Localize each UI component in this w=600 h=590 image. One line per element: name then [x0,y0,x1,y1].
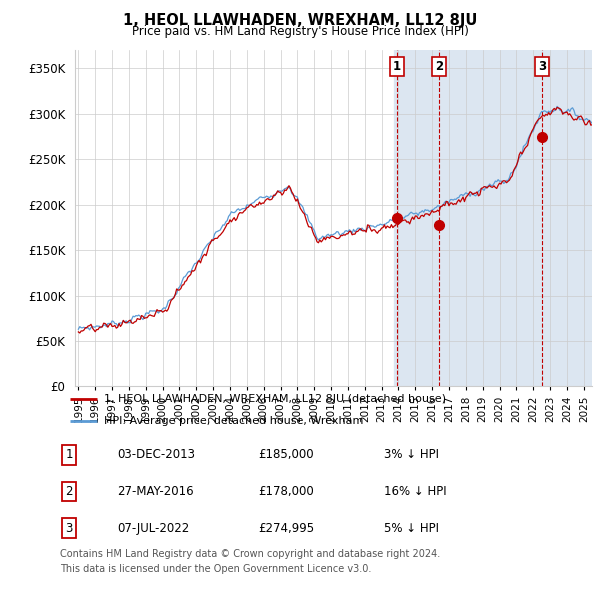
Text: 03-DEC-2013: 03-DEC-2013 [117,448,195,461]
Text: 3: 3 [538,60,546,73]
Text: 3% ↓ HPI: 3% ↓ HPI [384,448,439,461]
Text: £178,000: £178,000 [258,485,314,498]
Text: 1: 1 [65,448,73,461]
Text: £185,000: £185,000 [258,448,314,461]
Text: 16% ↓ HPI: 16% ↓ HPI [384,485,446,498]
Text: 27-MAY-2016: 27-MAY-2016 [117,485,194,498]
Bar [394,50,592,386]
Text: 2: 2 [435,60,443,73]
Text: 1: 1 [393,60,401,73]
Text: £274,995: £274,995 [258,522,314,535]
Text: 1, HEOL LLAWHADEN, WREXHAM, LL12 8JU: 1, HEOL LLAWHADEN, WREXHAM, LL12 8JU [123,13,477,28]
Text: 07-JUL-2022: 07-JUL-2022 [117,522,189,535]
Text: 3: 3 [65,522,73,535]
Text: Contains HM Land Registry data © Crown copyright and database right 2024.: Contains HM Land Registry data © Crown c… [60,549,440,559]
Text: Price paid vs. HM Land Registry's House Price Index (HPI): Price paid vs. HM Land Registry's House … [131,25,469,38]
Text: 1, HEOL LLAWHADEN, WREXHAM, LL12 8JU (detached house): 1, HEOL LLAWHADEN, WREXHAM, LL12 8JU (de… [104,394,446,404]
Text: 5% ↓ HPI: 5% ↓ HPI [384,522,439,535]
Text: 2: 2 [65,485,73,498]
Text: This data is licensed under the Open Government Licence v3.0.: This data is licensed under the Open Gov… [60,564,371,574]
Text: HPI: Average price, detached house, Wrexham: HPI: Average price, detached house, Wrex… [104,417,364,427]
